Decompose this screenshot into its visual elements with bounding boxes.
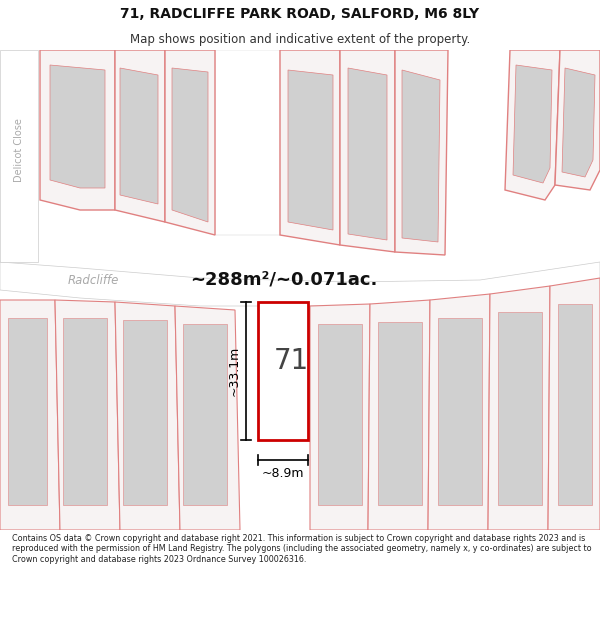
Polygon shape <box>548 278 600 530</box>
Polygon shape <box>555 50 600 190</box>
Polygon shape <box>513 65 552 183</box>
Polygon shape <box>378 322 422 505</box>
Polygon shape <box>63 318 107 505</box>
Polygon shape <box>438 318 482 505</box>
Polygon shape <box>498 312 542 505</box>
Polygon shape <box>165 50 215 235</box>
Polygon shape <box>8 318 47 505</box>
Polygon shape <box>288 70 333 230</box>
Polygon shape <box>0 300 60 530</box>
Text: 71, RADCLIFFE PARK ROAD, SALFORD, M6 8LY: 71, RADCLIFFE PARK ROAD, SALFORD, M6 8LY <box>121 7 479 21</box>
Polygon shape <box>175 306 240 530</box>
Polygon shape <box>558 304 592 505</box>
Polygon shape <box>428 294 490 530</box>
Polygon shape <box>115 50 165 222</box>
Polygon shape <box>402 70 440 242</box>
Text: Contains OS data © Crown copyright and database right 2021. This information is : Contains OS data © Crown copyright and d… <box>12 534 592 564</box>
Polygon shape <box>368 300 430 530</box>
Polygon shape <box>40 50 115 210</box>
Text: Radcliffe: Radcliffe <box>68 274 119 288</box>
Polygon shape <box>183 324 227 505</box>
Polygon shape <box>172 68 208 222</box>
Polygon shape <box>348 68 387 240</box>
Polygon shape <box>50 65 105 188</box>
Text: ~288m²/~0.071ac.: ~288m²/~0.071ac. <box>190 270 377 288</box>
Polygon shape <box>488 286 550 530</box>
Polygon shape <box>318 324 362 505</box>
Polygon shape <box>562 68 595 177</box>
Text: Map shows position and indicative extent of the property.: Map shows position and indicative extent… <box>130 32 470 46</box>
Polygon shape <box>340 50 395 252</box>
Bar <box>258 302 308 440</box>
Polygon shape <box>505 50 560 200</box>
Text: 71: 71 <box>274 347 308 375</box>
Text: ~33.1m: ~33.1m <box>228 346 241 396</box>
Polygon shape <box>120 68 158 204</box>
Polygon shape <box>123 320 167 505</box>
Polygon shape <box>280 50 340 245</box>
Polygon shape <box>310 304 370 530</box>
Polygon shape <box>115 302 180 530</box>
Polygon shape <box>0 262 600 306</box>
Polygon shape <box>395 50 448 255</box>
Text: Delicot Close: Delicot Close <box>14 118 24 182</box>
Text: ~8.9m: ~8.9m <box>262 467 304 480</box>
Polygon shape <box>215 50 280 235</box>
Polygon shape <box>55 300 120 530</box>
Polygon shape <box>0 50 38 262</box>
